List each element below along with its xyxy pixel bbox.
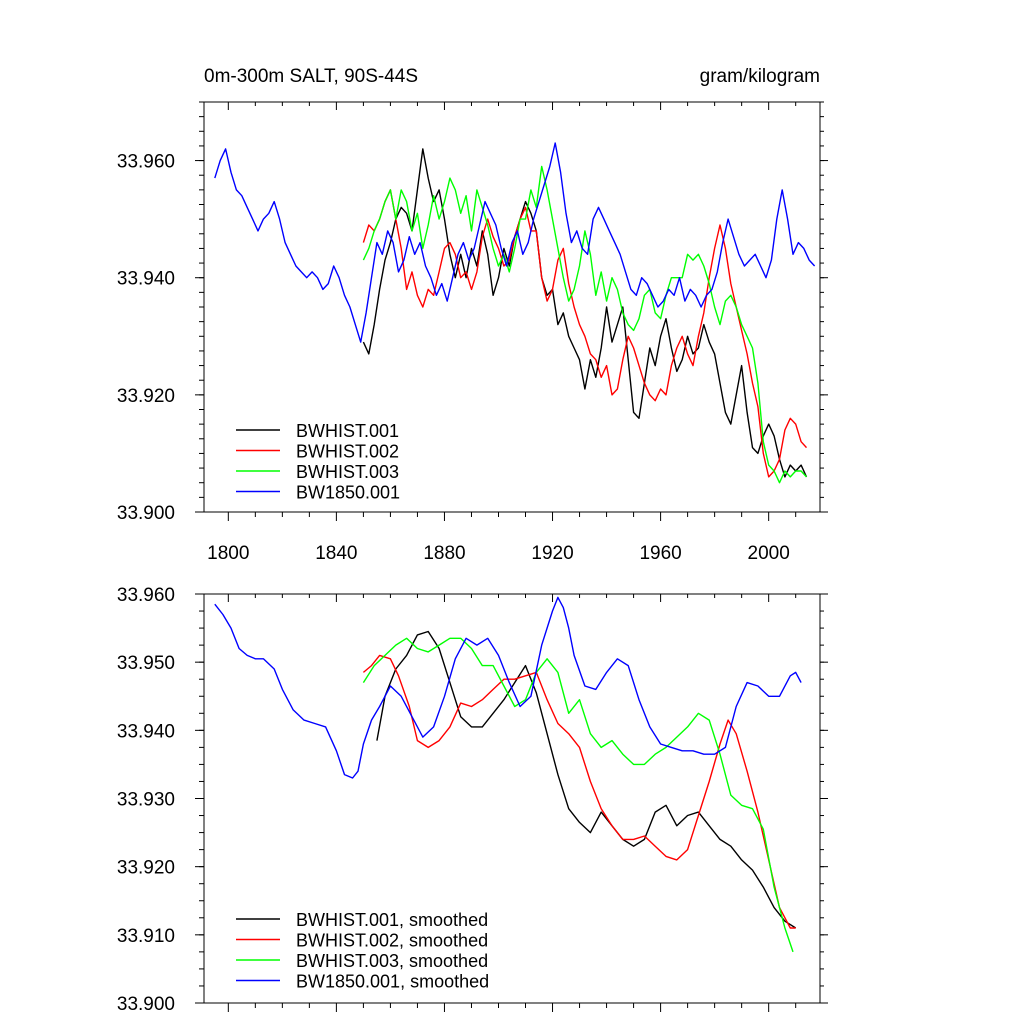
panel1-title-right: gram/kilogram <box>700 66 820 87</box>
panel2-ytick-label: 33.920 <box>117 858 175 879</box>
panel2-legend-label: BWHIST.002, smoothed <box>296 931 488 951</box>
panel2-ytick-label: 33.930 <box>117 790 175 811</box>
panel1-ytick-label: 33.900 <box>117 503 175 524</box>
panel1-ytick-label: 33.920 <box>117 386 175 407</box>
panel2-series-bwhist-001-smoothed <box>376 630 797 929</box>
panel1-legend-label: BWHIST.002 <box>296 442 399 462</box>
panel1-plot: 1800 1840 1880 1920 1960 2000 33.900 33.920 33.9… <box>117 101 828 564</box>
panel1-ytick-label: 33.940 <box>117 269 175 290</box>
panel1-legend-label: BWHIST.003 <box>296 462 399 482</box>
panel1-xtick-label: 1960 <box>639 543 681 564</box>
panel1-xtick-label: 1840 <box>315 543 357 564</box>
panel1-series-bwhist-003 <box>362 165 808 484</box>
panel1-series-bwhist-001 <box>362 148 808 478</box>
panel2-legend-label: BW1850.001, smoothed <box>296 972 489 992</box>
panel2-legend-label: BWHIST.003, smoothed <box>296 951 488 971</box>
panel2-plot: 33.900 33.910 33.920 33.930 33.940 33.950 33.9… <box>117 585 828 1015</box>
panel1-title-left: 0m-300m SALT, 90S-44S <box>204 66 418 87</box>
panel2-ytick-label: 33.940 <box>117 721 175 742</box>
panel1-legend-label: BW1850.001 <box>296 483 400 503</box>
panel2-ytick-label: 33.900 <box>117 994 175 1015</box>
panel2-series-bw1850-001-smoothed <box>214 596 802 779</box>
panel2-legend-label: BWHIST.001, smoothed <box>296 910 488 930</box>
panel1-xtick-label: 1800 <box>207 543 249 564</box>
panel2-series-bwhist-003-smoothed <box>362 637 794 953</box>
panel1-xtick-label: 1920 <box>531 543 573 564</box>
panel2-series-bwhist-002-smoothed <box>362 654 796 929</box>
panel1-xtick-label: 1880 <box>423 543 465 564</box>
panel2-ytick-label: 33.950 <box>117 653 175 674</box>
panel1-ytick-label: 33.960 <box>117 152 175 173</box>
panel1-series-bwhist-002 <box>362 189 808 478</box>
panel1-series-bw1850-001 <box>214 142 816 343</box>
panel1-legend-label: BWHIST.001 <box>296 421 399 441</box>
panel2-ytick-label: 33.960 <box>117 585 175 606</box>
panel2-ytick-label: 33.910 <box>117 926 175 947</box>
panel1-xtick-label: 2000 <box>748 543 790 564</box>
